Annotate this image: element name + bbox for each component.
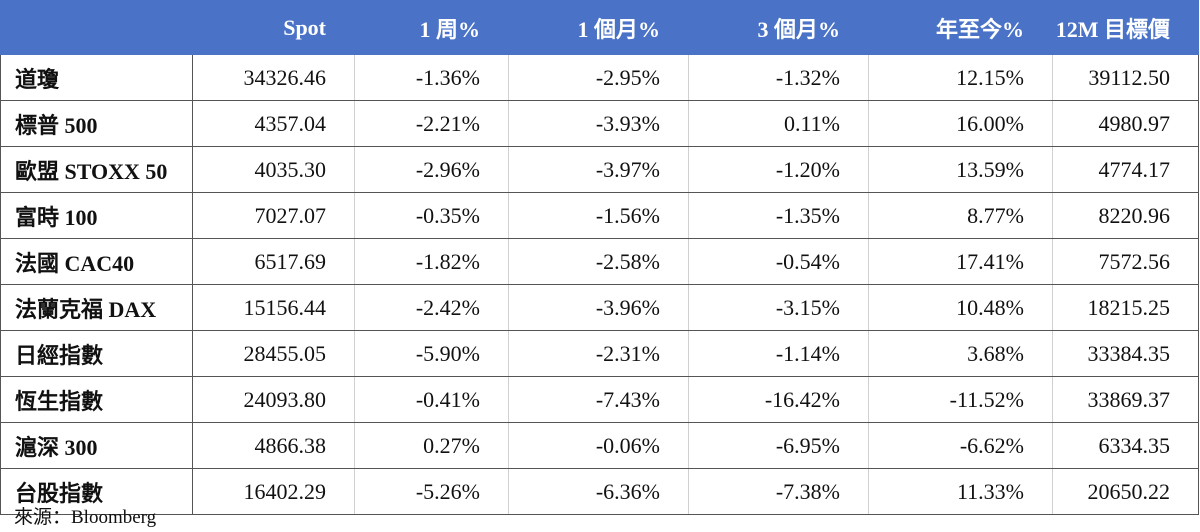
cell-target-12m: 33384.35 (1052, 330, 1199, 377)
header-spot: Spot (192, 0, 355, 55)
cell-change-1m: -0.06% (508, 422, 689, 469)
header-1-month: 1 個月% (508, 0, 689, 55)
table-row: 日經指數 28455.05 -5.90% -2.31% -1.14% 3.68% 33384… (0, 330, 1199, 377)
cell-index-name: 日經指數 (0, 330, 193, 377)
table-row: 滬深 300 4866.38 0.27% -0.06% -6.95% -6.62% 6334… (0, 422, 1199, 469)
cell-change-3m: -6.95% (688, 422, 869, 469)
cell-change-3m: -3.15% (688, 284, 869, 331)
cell-index-name: 標普 500 (0, 100, 193, 147)
cell-change-1w: -2.42% (354, 284, 509, 331)
cell-change-3m: -0.54% (688, 238, 869, 285)
cell-spot: 7027.07 (192, 192, 355, 239)
cell-target-12m: 39112.50 (1052, 54, 1199, 101)
cell-change-1w: -5.90% (354, 330, 509, 377)
table-body: 道瓊 34326.46 -1.36% -2.95% -1.32% 12.15% 39112.… (0, 54, 1199, 515)
cell-target-12m: 18215.25 (1052, 284, 1199, 331)
cell-change-ytd: 16.00% (868, 100, 1053, 147)
cell-target-12m: 4980.97 (1052, 100, 1199, 147)
cell-change-1m: -2.95% (508, 54, 689, 101)
cell-index-name: 滬深 300 (0, 422, 193, 469)
cell-change-1w: -1.36% (354, 54, 509, 101)
cell-change-1w: -2.21% (354, 100, 509, 147)
cell-spot: 16402.29 (192, 468, 355, 515)
cell-change-1w: -0.41% (354, 376, 509, 423)
cell-change-1w: -0.35% (354, 192, 509, 239)
cell-change-1w: -1.82% (354, 238, 509, 285)
table-row: 法國 CAC40 6517.69 -1.82% -2.58% -0.54% 17.41% 7… (0, 238, 1199, 285)
cell-change-1m: -6.36% (508, 468, 689, 515)
cell-change-ytd: 13.59% (868, 146, 1053, 193)
cell-target-12m: 7572.56 (1052, 238, 1199, 285)
cell-change-ytd: 3.68% (868, 330, 1053, 377)
cell-change-1m: -7.43% (508, 376, 689, 423)
index-performance-table: Spot 1 周% 1 個月% 3 個月% 年至今% 12M 目標價 道瓊 343… (0, 0, 1199, 515)
cell-change-ytd: 10.48% (868, 284, 1053, 331)
table-row: 富時 100 7027.07 -0.35% -1.56% -1.35% 8.77% 8220… (0, 192, 1199, 239)
source-note: 來源：Bloomberg (14, 507, 157, 528)
header-1-week: 1 周% (354, 0, 509, 55)
cell-change-1w: 0.27% (354, 422, 509, 469)
header-ytd: 年至今% (868, 0, 1053, 55)
header-index (0, 0, 193, 55)
cell-change-1m: -3.93% (508, 100, 689, 147)
cell-index-name: 道瓊 (0, 54, 193, 101)
cell-change-1m: -2.31% (508, 330, 689, 377)
cell-change-1w: -2.96% (354, 146, 509, 193)
cell-target-12m: 6334.35 (1052, 422, 1199, 469)
cell-spot: 4357.04 (192, 100, 355, 147)
header-3-month: 3 個月% (688, 0, 869, 55)
cell-index-name: 富時 100 (0, 192, 193, 239)
cell-spot: 34326.46 (192, 54, 355, 101)
cell-change-3m: 0.11% (688, 100, 869, 147)
cell-target-12m: 33869.37 (1052, 376, 1199, 423)
cell-spot: 4866.38 (192, 422, 355, 469)
cell-change-3m: -1.32% (688, 54, 869, 101)
cell-spot: 24093.80 (192, 376, 355, 423)
cell-change-ytd: 12.15% (868, 54, 1053, 101)
table-row: 歐盟 STOXX 50 4035.30 -2.96% -3.97% -1.20% 13.5… (0, 146, 1199, 193)
cell-index-name: 歐盟 STOXX 50 (0, 146, 193, 193)
table-row: 台股指數 16402.29 -5.26% -6.36% -7.38% 11.33% 2065… (0, 468, 1199, 515)
cell-change-1w: -5.26% (354, 468, 509, 515)
cell-change-ytd: -6.62% (868, 422, 1053, 469)
cell-spot: 15156.44 (192, 284, 355, 331)
cell-change-3m: -1.35% (688, 192, 869, 239)
cell-target-12m: 4774.17 (1052, 146, 1199, 193)
cell-change-ytd: 17.41% (868, 238, 1053, 285)
cell-change-1m: -3.96% (508, 284, 689, 331)
cell-index-name: 恆生指數 (0, 376, 193, 423)
cell-index-name: 法國 CAC40 (0, 238, 193, 285)
cell-target-12m: 20650.22 (1052, 468, 1199, 515)
cell-change-3m: -7.38% (688, 468, 869, 515)
cell-change-ytd: 11.33% (868, 468, 1053, 515)
header-12m-target: 12M 目標價 (1052, 0, 1199, 55)
table-row: 恆生指數 24093.80 -0.41% -7.43% -16.42% -11.52% 33… (0, 376, 1199, 423)
cell-change-3m: -16.42% (688, 376, 869, 423)
cell-change-3m: -1.14% (688, 330, 869, 377)
header-row: Spot 1 周% 1 個月% 3 個月% 年至今% 12M 目標價 (0, 0, 1199, 55)
cell-spot: 28455.05 (192, 330, 355, 377)
cell-index-name: 台股指數 (0, 468, 193, 515)
cell-change-1m: -3.97% (508, 146, 689, 193)
cell-change-ytd: 8.77% (868, 192, 1053, 239)
cell-change-1m: -2.58% (508, 238, 689, 285)
table-row: 標普 500 4357.04 -2.21% -3.93% 0.11% 16.00% 4980… (0, 100, 1199, 147)
table-row: 道瓊 34326.46 -1.36% -2.95% -1.32% 12.15% 39112.… (0, 54, 1199, 101)
cell-change-1m: -1.56% (508, 192, 689, 239)
cell-target-12m: 8220.96 (1052, 192, 1199, 239)
cell-index-name: 法蘭克福 DAX (0, 284, 193, 331)
cell-spot: 6517.69 (192, 238, 355, 285)
cell-change-3m: -1.20% (688, 146, 869, 193)
cell-change-ytd: -11.52% (868, 376, 1053, 423)
cell-spot: 4035.30 (192, 146, 355, 193)
table-row: 法蘭克福 DAX 15156.44 -2.42% -3.96% -3.15% 10.48%… (0, 284, 1199, 331)
